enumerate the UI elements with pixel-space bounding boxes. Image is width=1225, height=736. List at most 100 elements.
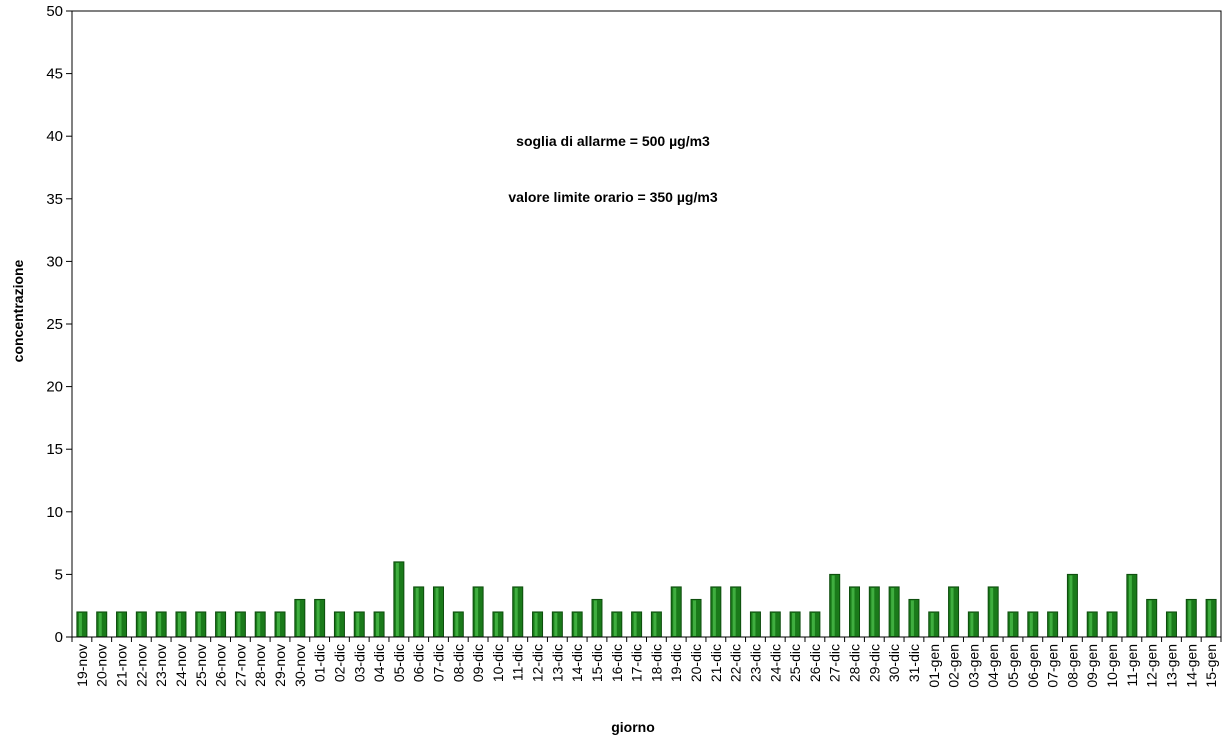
x-tick-label: 08-dic	[450, 644, 466, 682]
bar-highlight	[673, 587, 677, 636]
bar-highlight	[772, 612, 776, 636]
x-tick-label: 15-dic	[589, 644, 605, 682]
x-tick-label: 12-dic	[530, 644, 546, 682]
x-tick-label: 27-dic	[827, 644, 843, 682]
bar-highlight	[435, 587, 439, 636]
bar-highlight	[475, 587, 479, 636]
bar-highlight	[1208, 600, 1212, 636]
x-tick-label: 24-nov	[173, 644, 189, 687]
bar-highlight	[1069, 575, 1073, 636]
x-tick-label: 20-nov	[94, 644, 110, 687]
x-tick-label: 23-nov	[153, 644, 169, 687]
x-tick-label: 10-dic	[490, 644, 506, 682]
x-tick-label: 19-nov	[74, 644, 90, 687]
x-tick-label: 17-dic	[629, 644, 645, 682]
x-tick-label: 03-gen	[965, 644, 981, 688]
bar-highlight	[792, 612, 796, 636]
y-axis-ticks: 0 5 10 15 20 25 30 35 40 45 50	[46, 3, 72, 646]
bar-highlight	[1168, 612, 1172, 636]
x-tick-label: 09-gen	[1084, 644, 1100, 688]
x-tick-label: 10-gen	[1104, 644, 1120, 688]
x-tick-label: 03-dic	[351, 644, 367, 682]
bar-highlight	[752, 612, 756, 636]
x-tick-label: 20-dic	[688, 644, 704, 682]
bar-highlight	[574, 612, 578, 636]
bar-highlight	[1188, 600, 1192, 636]
bar-highlight	[177, 612, 181, 636]
x-tick-label: 28-nov	[252, 644, 268, 687]
x-tick-label: 07-gen	[1045, 644, 1061, 688]
x-tick-label: 15-gen	[1203, 644, 1219, 688]
bar-highlight	[871, 587, 875, 636]
bar-highlight	[593, 600, 597, 636]
x-tick-label: 05-dic	[391, 644, 407, 682]
x-tick-label: 26-nov	[213, 644, 229, 687]
bar-highlight	[930, 612, 934, 636]
x-tick-label: 02-gen	[946, 644, 962, 688]
bar-highlight	[534, 612, 538, 636]
x-tick-label: 26-dic	[807, 644, 823, 682]
bar-highlight	[395, 562, 399, 636]
x-tick-label: 27-nov	[232, 644, 248, 687]
y-tick-label: 45	[46, 66, 63, 83]
x-tick-label: 06-gen	[1025, 644, 1041, 688]
bar-highlight	[831, 575, 835, 636]
x-tick-label: 18-dic	[648, 644, 664, 682]
bar-highlight	[78, 612, 82, 636]
x-tick-label: 14-gen	[1183, 644, 1199, 688]
y-tick-label: 50	[46, 3, 63, 20]
bar-highlight	[415, 587, 419, 636]
x-tick-label: 22-dic	[728, 644, 744, 682]
x-tick-label: 04-dic	[371, 644, 387, 682]
bar-highlight	[1049, 612, 1053, 636]
bar-highlight	[990, 587, 994, 636]
bar-highlight	[851, 587, 855, 636]
bar-highlight	[1029, 612, 1033, 636]
y-tick-label: 10	[46, 504, 63, 521]
bar-highlight	[910, 600, 914, 636]
bar-highlight	[1148, 600, 1152, 636]
bar-highlight	[98, 612, 102, 636]
x-tick-label: 05-gen	[1005, 644, 1021, 688]
y-tick-label: 15	[46, 441, 63, 458]
annotation-alarm-threshold: soglia di allarme = 500 µg/m3	[516, 133, 710, 149]
bar-highlight	[970, 612, 974, 636]
bar-highlight	[197, 612, 201, 636]
x-tick-label: 11-dic	[510, 644, 526, 681]
y-tick-label: 35	[46, 191, 63, 208]
bar-highlight	[296, 600, 300, 636]
x-tick-label: 29-dic	[866, 644, 882, 682]
x-tick-label: 16-dic	[609, 644, 625, 682]
bar-highlight	[277, 612, 281, 636]
x-tick-label: 07-dic	[430, 644, 446, 682]
bar-highlight	[118, 612, 122, 636]
annotation-hourly-limit: valore limite orario = 350 µg/m3	[508, 189, 717, 205]
x-tick-label: 13-gen	[1163, 644, 1179, 688]
bar-highlight	[653, 612, 657, 636]
bar-highlight	[712, 587, 716, 636]
bar-highlight	[633, 612, 637, 636]
bar-highlight	[237, 612, 241, 636]
bar-highlight	[455, 612, 459, 636]
bar-highlight	[613, 612, 617, 636]
x-tick-label: 12-gen	[1144, 644, 1160, 688]
bar-highlight	[514, 587, 518, 636]
x-tick-label: 14-dic	[569, 644, 585, 682]
y-tick-label: 20	[46, 379, 63, 396]
bar-highlight	[554, 612, 558, 636]
x-tick-label: 06-dic	[411, 644, 427, 682]
plot-area-frame	[71, 10, 1222, 638]
x-tick-label: 22-nov	[133, 644, 149, 687]
bar-highlight	[257, 612, 261, 636]
x-tick-label: 25-dic	[787, 644, 803, 682]
bar-highlight	[693, 600, 697, 636]
y-tick-label: 40	[46, 128, 63, 145]
bar-highlight	[336, 612, 340, 636]
x-tick-label: 01-dic	[312, 644, 328, 682]
x-tick-label: 30-nov	[292, 644, 308, 687]
x-tick-label: 21-nov	[114, 644, 130, 687]
y-tick-label: 30	[46, 253, 63, 270]
bar-highlight	[950, 587, 954, 636]
y-tick-label: 5	[55, 566, 63, 583]
